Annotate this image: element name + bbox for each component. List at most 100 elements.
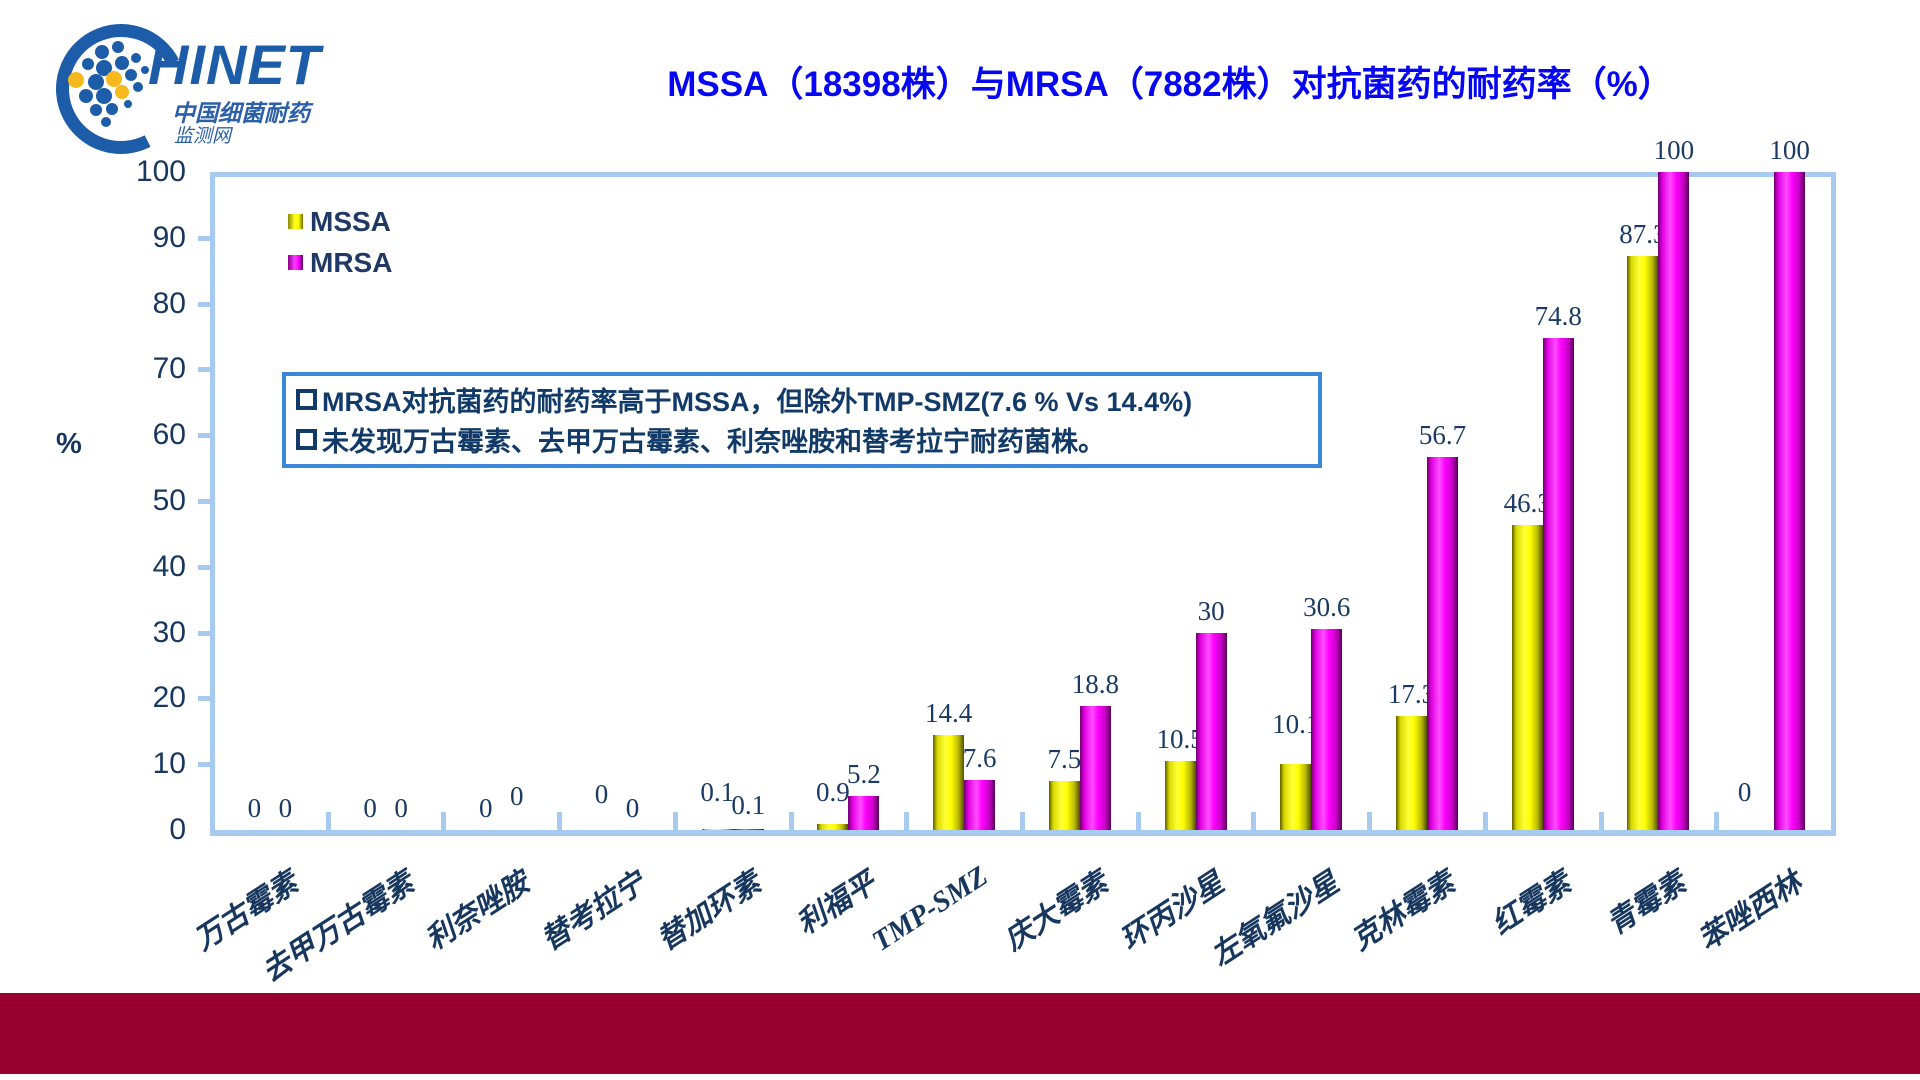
bar-mssa-红霉素 [1511, 525, 1543, 830]
bar-mrsa-苯唑西林 [1774, 172, 1806, 830]
logo-dot-icon [106, 71, 122, 87]
y-tick [198, 433, 210, 439]
bar-mrsa-TMP-SMZ [964, 779, 996, 830]
note-line-1: MRSA对抗菌药的耐药率高于MSSA，但除外TMP-SMZ(7.6 % Vs 1… [296, 382, 1308, 422]
bar-mrsa-红霉素 [1542, 337, 1574, 830]
y-tick [198, 696, 210, 702]
bar-mrsa-环丙沙星 [1195, 632, 1227, 830]
bar-mssa-克林霉素 [1396, 716, 1427, 830]
footer-band [0, 993, 1920, 1074]
logo-dot-icon [96, 88, 112, 104]
y-tick [198, 301, 210, 307]
logo-dot-icon [133, 82, 143, 92]
bar-mrsa-替加环素 [732, 829, 764, 830]
square-bullet-icon [296, 389, 317, 410]
y-tick [198, 499, 210, 504]
y-axis-line [210, 172, 215, 836]
logo-dot-icon [124, 100, 132, 108]
value-label-mrsa-去甲万古霉素: 0 [394, 793, 408, 823]
y-tick-label: 50 [152, 484, 186, 517]
bar-mrsa-利福平 [848, 795, 880, 830]
value-label-mssa-去甲万古霉素: 0 [363, 793, 377, 823]
x-tick [1598, 812, 1604, 830]
x-tick [1714, 812, 1720, 830]
value-label-mrsa-青霉素: 100 [1653, 135, 1695, 165]
logo-subtitle-cn2: 监测网 [174, 126, 232, 147]
y-tick-label: 100 [135, 155, 186, 188]
value-label-mrsa-红霉素: 74.8 [1534, 300, 1582, 331]
y-tick [198, 367, 210, 373]
logo-dot-icon [90, 104, 102, 116]
logo-dot-icon [79, 89, 93, 103]
value-label-mrsa-环丙沙星: 30 [1197, 595, 1225, 626]
y-tick [198, 564, 210, 570]
note-line-2: 未发现万古霉素、去甲万古霉素、利奈唑胺和替考拉宁耐药菌株。 [296, 422, 1308, 462]
y-tick-label: 20 [152, 681, 186, 715]
value-label-mssa-TMP-SMZ: 14.4 [925, 698, 973, 729]
bar-mssa-利福平 [817, 824, 849, 830]
value-label-mssa-利奈唑胺: 0 [479, 793, 493, 823]
x-tick [1367, 812, 1373, 830]
value-label-mrsa-替加环素: 0.1 [731, 790, 766, 820]
chinet-logo: HINET 中国细菌耐药 监测网 [39, 7, 388, 171]
note-line-2-text: 未发现万古霉素、去甲万古霉素、利奈唑胺和替考拉宁耐药菌株。 [322, 427, 1105, 457]
bar-mssa-替加环素 [701, 829, 733, 830]
y-tick [198, 235, 210, 241]
y-tick-label: 70 [152, 352, 186, 386]
logo-dot-icon [101, 117, 111, 127]
bar-mssa-环丙沙星 [1164, 760, 1196, 830]
square-bullet-icon [296, 429, 317, 450]
value-label-mssa-庆大霉素: 7.5 [1047, 743, 1082, 774]
value-label-mrsa-克林霉素: 56.7 [1418, 419, 1467, 450]
bar-mssa-TMP-SMZ [933, 735, 965, 830]
logo-dot-icon [125, 69, 137, 81]
value-label-mrsa-利奈唑胺: 0 [510, 781, 524, 811]
value-label-mssa-万古霉素: 0 [247, 793, 262, 823]
logo-dot-icon [112, 41, 124, 53]
bar-mssa-青霉素 [1627, 255, 1659, 830]
plot-border-right [1831, 172, 1836, 836]
y-axis-title: % [56, 428, 82, 460]
logo-dot-icon [141, 66, 149, 74]
x-tick [325, 812, 331, 830]
x-tick [1251, 812, 1257, 830]
y-tick-label: 0 [169, 813, 186, 846]
y-tick-label: 90 [152, 220, 186, 254]
value-label-mrsa-TMP-SMZ: 7.6 [962, 742, 997, 773]
note-line-1-text: MRSA对抗菌药的耐药率高于MSSA，但除外TMP-SMZ(7.6 % Vs 1… [322, 387, 1193, 417]
logo-dot-icon [115, 56, 129, 70]
value-label-mssa-利福平: 0.9 [816, 777, 850, 807]
legend-label-mssa: MSSA [310, 206, 391, 237]
logo-dot-icon [115, 85, 129, 99]
value-label-mssa-替考拉宁: 0 [594, 779, 609, 809]
logo-dot-icon [68, 72, 84, 88]
bar-mrsa-青霉素 [1658, 172, 1690, 830]
value-label-mssa-苯唑西林: 0 [1737, 777, 1752, 807]
x-axis-line [210, 830, 1836, 836]
x-tick [1135, 812, 1141, 830]
mssa-swatch-icon [288, 214, 303, 229]
x-tick [672, 812, 678, 830]
x-tick [441, 812, 447, 830]
logo-dot-icon [131, 53, 141, 63]
bar-mrsa-左氧氟沙星 [1311, 628, 1343, 830]
value-label-mrsa-庆大霉素: 18.8 [1071, 669, 1119, 700]
x-tick [557, 812, 563, 830]
value-label-mrsa-利福平: 5.2 [847, 758, 881, 789]
y-tick-label: 40 [152, 549, 186, 583]
y-tick-label: 60 [152, 418, 186, 452]
y-tick-label: 30 [152, 615, 186, 649]
plot-border-top [210, 172, 1836, 177]
y-tick-label: 10 [152, 747, 186, 781]
logo-dots-icon [58, 26, 168, 136]
logo-dot-icon [106, 103, 118, 115]
bar-mrsa-克林霉素 [1427, 456, 1458, 830]
value-label-mssa-替加环素: 0.1 [700, 777, 735, 807]
y-tick-label: 80 [152, 286, 186, 320]
logo-brand-text: HINET [148, 33, 321, 96]
note-box: MRSA对抗菌药的耐药率高于MSSA，但除外TMP-SMZ(7.6 % Vs 1… [282, 372, 1322, 468]
y-tick [198, 762, 210, 768]
page-title: MSSA（18398株）与MRSA（7882株）对抗菌药的耐药率（%） [667, 65, 1673, 104]
x-tick [904, 812, 910, 830]
